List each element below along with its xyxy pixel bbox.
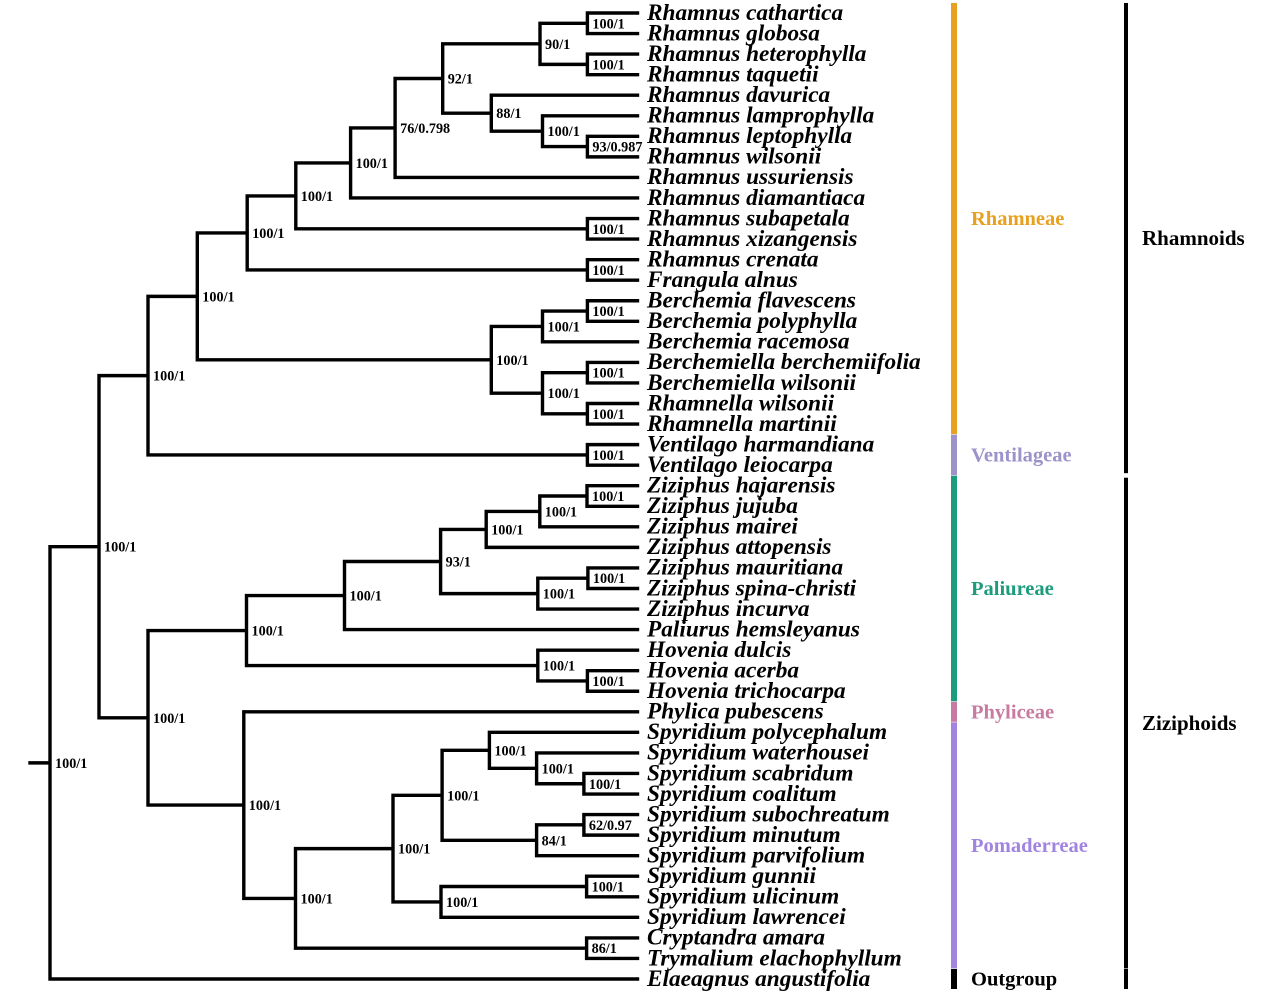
- svg-text:100/1: 100/1: [593, 571, 625, 587]
- svg-text:100/1: 100/1: [592, 407, 624, 423]
- svg-text:100/1: 100/1: [447, 788, 479, 804]
- svg-text:100/1: 100/1: [543, 659, 575, 675]
- svg-text:100/1: 100/1: [202, 289, 234, 305]
- svg-text:Phyliceae: Phyliceae: [971, 701, 1054, 723]
- svg-text:100/1: 100/1: [446, 895, 478, 911]
- svg-text:100/1: 100/1: [589, 777, 621, 793]
- svg-text:100/1: 100/1: [592, 16, 624, 32]
- svg-text:100/1: 100/1: [398, 842, 430, 858]
- svg-text:100/1: 100/1: [494, 743, 526, 759]
- svg-text:100/1: 100/1: [592, 880, 624, 896]
- svg-text:100/1: 100/1: [491, 522, 523, 538]
- svg-text:100/1: 100/1: [592, 222, 624, 238]
- svg-text:Rhamnoids: Rhamnoids: [1142, 226, 1245, 250]
- svg-text:84/1: 84/1: [542, 833, 567, 849]
- svg-text:Elaeagnus angustifolia: Elaeagnus angustifolia: [646, 966, 871, 992]
- svg-text:100/1: 100/1: [356, 156, 388, 172]
- svg-text:Paliureae: Paliureae: [971, 578, 1054, 600]
- svg-text:100/1: 100/1: [592, 674, 624, 690]
- svg-text:100/1: 100/1: [301, 189, 333, 205]
- svg-text:93/1: 93/1: [446, 555, 471, 571]
- svg-text:100/1: 100/1: [153, 711, 185, 727]
- svg-text:100/1: 100/1: [252, 624, 284, 640]
- svg-text:Ventilageae: Ventilageae: [971, 444, 1072, 466]
- svg-text:62/0.97: 62/0.97: [589, 818, 632, 834]
- svg-text:100/1: 100/1: [55, 756, 87, 772]
- svg-text:88/1: 88/1: [496, 106, 521, 122]
- svg-text:Ziziphoids: Ziziphoids: [1142, 711, 1237, 735]
- svg-text:100/1: 100/1: [543, 587, 575, 603]
- svg-text:93/0.987: 93/0.987: [592, 140, 642, 156]
- svg-text:Outgroup: Outgroup: [971, 969, 1057, 991]
- svg-text:100/1: 100/1: [592, 448, 624, 464]
- svg-text:100/1: 100/1: [350, 589, 382, 605]
- svg-text:100/1: 100/1: [548, 319, 580, 335]
- svg-text:100/1: 100/1: [153, 369, 185, 385]
- svg-text:100/1: 100/1: [592, 304, 624, 320]
- svg-text:100/1: 100/1: [542, 761, 574, 777]
- svg-text:100/1: 100/1: [104, 540, 136, 556]
- svg-text:92/1: 92/1: [448, 72, 473, 88]
- svg-text:100/1: 100/1: [592, 489, 624, 505]
- svg-text:100/1: 100/1: [545, 504, 577, 520]
- svg-text:100/1: 100/1: [301, 891, 333, 907]
- svg-text:100/1: 100/1: [592, 57, 624, 73]
- svg-text:100/1: 100/1: [252, 226, 284, 242]
- svg-text:100/1: 100/1: [548, 124, 580, 140]
- svg-text:90/1: 90/1: [545, 37, 570, 53]
- svg-text:100/1: 100/1: [496, 353, 528, 369]
- svg-text:100/1: 100/1: [592, 263, 624, 279]
- svg-text:Pomaderreae: Pomaderreae: [971, 835, 1088, 857]
- svg-text:100/1: 100/1: [249, 798, 281, 814]
- svg-text:100/1: 100/1: [548, 386, 580, 402]
- svg-text:86/1: 86/1: [592, 941, 617, 957]
- svg-text:100/1: 100/1: [592, 366, 624, 382]
- svg-text:Rhamneae: Rhamneae: [971, 208, 1064, 230]
- svg-text:76/0.798: 76/0.798: [400, 121, 450, 137]
